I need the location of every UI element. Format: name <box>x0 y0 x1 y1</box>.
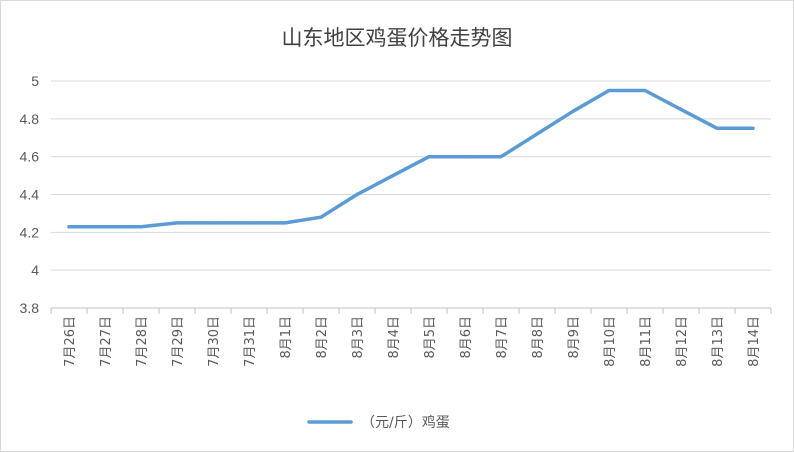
x-tick-label: 8月5日 <box>423 316 438 359</box>
data-point <box>751 126 755 130</box>
data-point <box>139 225 143 229</box>
y-tick-label: 4.8 <box>20 111 40 127</box>
data-point <box>499 155 503 159</box>
x-tick-label: 7月28日 <box>135 316 150 367</box>
data-point <box>103 225 107 229</box>
x-tick-label: 8月8日 <box>531 316 546 359</box>
x-tick-label: 8月7日 <box>495 316 510 359</box>
x-tick-label: 8月2日 <box>315 316 330 359</box>
y-tick-label: 4 <box>31 262 39 278</box>
chart-title: 山东地区鸡蛋价格走势图 <box>282 26 513 50</box>
x-tick-label: 7月26日 <box>63 316 78 367</box>
x-tick-label: 8月6日 <box>459 316 474 359</box>
y-tick-label: 4.2 <box>20 224 40 240</box>
data-point <box>679 107 683 111</box>
x-tick-label: 7月27日 <box>99 316 114 367</box>
data-point <box>607 88 611 93</box>
series-layer <box>67 88 755 229</box>
data-point <box>175 221 179 225</box>
data-point <box>319 215 323 219</box>
x-tick-label: 8月3日 <box>351 316 366 359</box>
x-tick-label: 8月1日 <box>279 316 294 359</box>
x-tick-label: 8月10日 <box>603 316 618 367</box>
y-tick-label: 3.8 <box>20 300 40 316</box>
x-tick-label: 8月4日 <box>387 316 402 359</box>
x-tick-label: 8月12日 <box>675 316 690 367</box>
data-point <box>67 225 71 229</box>
data-point <box>715 126 719 130</box>
data-point <box>211 221 215 225</box>
x-tick-label: 8月9日 <box>567 316 582 359</box>
data-point <box>355 192 359 197</box>
x-tick-label: 8月13日 <box>711 316 726 367</box>
y-tick-label: 5 <box>31 73 39 89</box>
gridlines <box>51 80 771 309</box>
x-tick-label: 7月31日 <box>243 316 258 367</box>
data-point <box>463 155 467 159</box>
legend: （元/斤）鸡蛋 <box>307 414 450 431</box>
data-point <box>247 221 251 225</box>
y-tick-label: 4.4 <box>20 187 40 203</box>
data-point <box>391 173 395 178</box>
data-point <box>283 221 287 225</box>
y-tick-label: 4.6 <box>20 149 40 165</box>
data-point <box>643 88 647 93</box>
x-tick-label: 8月14日 <box>747 316 762 367</box>
x-tick-label: 7月29日 <box>171 316 186 367</box>
x-axis-ticks: 7月26日 7月27日 7月28日 7月29日 7月30日 7月31日 8月1日 8月2日 8月… <box>50 308 772 367</box>
data-point <box>427 155 431 159</box>
x-tick-label: 7月30日 <box>207 316 222 367</box>
series-line <box>67 88 755 229</box>
legend-label: （元/斤）鸡蛋 <box>361 414 450 431</box>
data-point <box>571 109 575 113</box>
x-tick-label: 8月11日 <box>639 316 654 367</box>
y-axis-ticks: 3.8 4 4.2 4.4 4.6 4.8 5 <box>20 73 40 316</box>
data-point <box>535 132 539 136</box>
